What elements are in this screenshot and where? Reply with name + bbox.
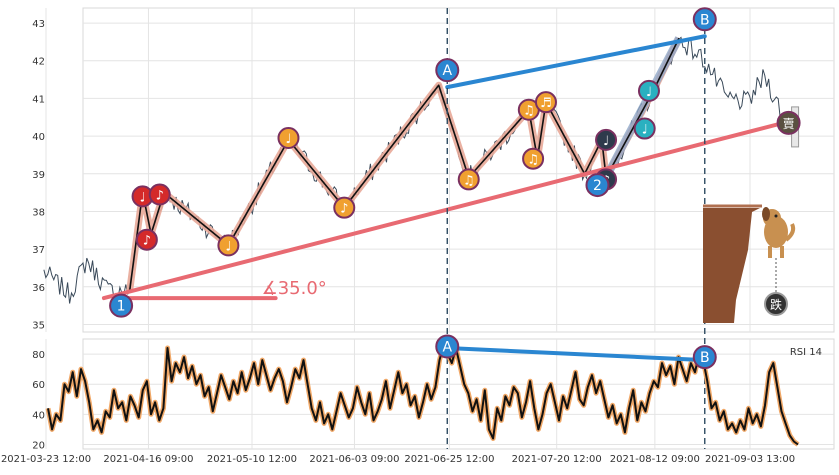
music-note-circle [595,128,618,151]
music-note-glyph: ♩ [603,134,609,149]
music-note-circle [135,228,158,251]
music-note-glyph: ♩ [642,123,648,138]
pattern-point-marker: A [435,58,460,83]
rsi-y-tick-label: 80 [32,350,45,361]
cliff-dog-illustration: 跌 [703,204,796,323]
dog-tail [784,223,796,242]
music-note-circle [333,196,356,219]
rsi-pattern-marker: A [435,334,460,359]
x-tick-label: 2021-09-03 13:00 [705,454,795,465]
rsi-y-tick-label: 20 [32,440,45,451]
music-note-glyph: ♩ [285,132,291,147]
music-note-glyph: ♪ [340,202,348,217]
music-note-circle [277,126,300,149]
price-y-tick-label: 35 [32,320,45,331]
rsi-y-tick-label: 60 [32,380,45,391]
music-note-circle [637,79,660,102]
x-tick-label: 2021-05-10 12:00 [207,454,297,465]
pattern-point-marker: B [692,7,717,32]
pattern-point-circle [692,7,717,32]
music-note-marker: ♫ [457,168,480,191]
music-note-circle [148,183,171,206]
music-note-marker: ♫ [522,147,545,170]
dog-eye [774,214,778,218]
price-y-tick-label: 39 [32,170,45,181]
price-y-tick-label: 37 [32,245,45,256]
music-note-glyph: ♬ [540,96,552,111]
music-note-marker: ♪ [135,228,158,251]
rsi-pattern-circle [692,345,717,370]
rsi-pattern-circle [435,334,460,359]
x-tick-label: 2021-06-03 09:00 [309,454,399,465]
rsi-pattern-marker: B [692,345,717,370]
music-note-circle [522,147,545,170]
music-note-circle [457,168,480,191]
music-note-circle [534,91,557,114]
music-note-marker: ♩ [633,117,656,140]
rsi-y-tick-label: 40 [32,410,45,421]
pattern-point-marker: 1 [109,293,134,318]
angle-label: ∡35.0° [262,278,327,299]
price-y-tick-label: 38 [32,207,45,218]
x-tick-label: 2021-03-23 12:00 [1,454,91,465]
x-tick-label: 2021-04-16 09:00 [103,454,193,465]
pattern-point-circle [585,173,610,198]
pattern-point-label: 1 [117,299,126,315]
falling-ball [764,292,788,316]
music-note-glyph: ♩ [646,85,652,100]
music-note-circle [217,234,240,257]
rsi-line [47,344,799,446]
music-note-marker: ♪ [148,183,171,206]
rsi-pattern-label: A [442,340,452,356]
sell-marker: 賣 [776,106,801,148]
price-y-tick-label: 41 [32,94,45,105]
sell-marker-label: 賣 [783,116,795,131]
price-y-tick-label: 40 [32,132,45,143]
music-note-glyph: ♪ [143,234,151,249]
music-note-glyph: ♩ [139,190,145,205]
pattern-point-label: B [700,12,710,28]
pattern-point-label: A [442,63,452,79]
rsi-channel-line [445,346,707,363]
price-y-tick-label: 36 [32,283,45,294]
price-y-tick-label: 42 [32,57,45,68]
price-y-tick-label: 43 [32,19,45,30]
falling-ball-label: 跌 [770,297,782,312]
x-tick-label: 2021-08-12 09:00 [610,454,700,465]
music-note-marker: ♪ [333,196,356,219]
music-note-marker: ♩ [595,128,618,151]
pattern-point-marker: 2 [585,173,610,198]
music-note-marker: ♩ [277,126,300,149]
music-note-glyph: ♪ [156,188,164,203]
cliff-shape [703,208,760,323]
price-channel-line [445,34,707,90]
pattern-point-label: 2 [593,178,602,194]
x-tick-label: 2021-07-20 12:00 [512,454,602,465]
dog-ear [762,207,770,221]
rsi-pattern-label: B [700,350,710,366]
music-note-glyph: ♩ [225,239,231,254]
music-note-circle [633,117,656,140]
x-tick-label: 2021-06-25 12:00 [404,454,494,465]
music-note-marker: ♩ [217,234,240,257]
music-note-glyph: ♫ [463,173,475,188]
rsi-legend: RSI 14 [790,347,822,358]
pattern-point-circle [435,58,460,83]
sell-marker-circle [776,110,801,135]
music-note-marker: ♬ [534,91,557,114]
music-note-glyph: ♫ [527,153,539,168]
music-note-marker: ♩ [637,79,660,102]
dog-legs [768,246,784,258]
music-note-glyph: ♫ [523,104,535,119]
pattern-point-circle [109,293,134,318]
